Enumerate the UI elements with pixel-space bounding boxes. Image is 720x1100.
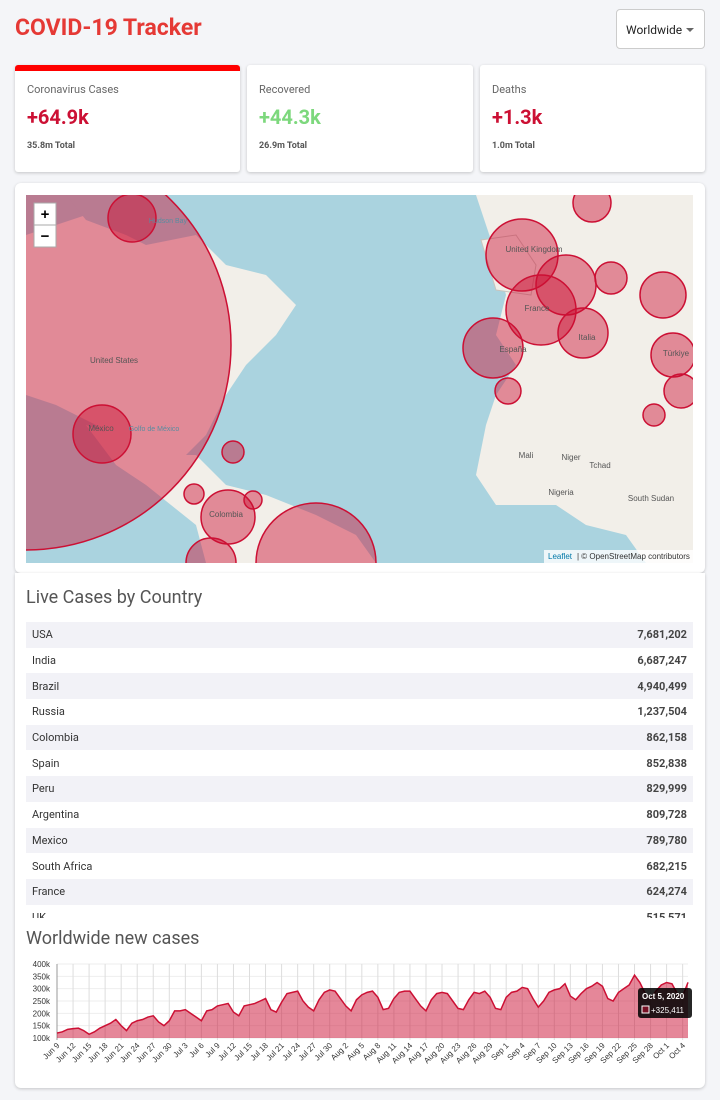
map-label: Türkiye — [663, 349, 690, 358]
case-count: 4,940,499 — [637, 679, 687, 693]
hudson-bay — [66, 195, 156, 235]
map-label: Mali — [519, 451, 534, 460]
country-name: Colombia — [32, 731, 79, 745]
map-label: Niger — [561, 453, 580, 462]
case-count: 7,681,202 — [637, 628, 687, 642]
case-count: 1,237,504 — [637, 705, 687, 719]
card-title: Deaths — [492, 83, 527, 96]
app-title: COVID-19 Tracker — [15, 14, 202, 41]
case-count: 515,571 — [646, 910, 687, 918]
map-label: Colombia — [209, 510, 243, 519]
land-north-america — [26, 215, 296, 465]
map-label: México — [88, 424, 114, 433]
table-row: France 624,274 — [26, 878, 693, 905]
land-central-america — [86, 425, 376, 563]
leaflet-link[interactable]: Leaflet — [548, 552, 573, 561]
card-total: 1.0m Total — [492, 141, 535, 151]
case-count: 852,838 — [646, 756, 687, 770]
table-row: Russia 1,237,504 — [26, 699, 693, 725]
map[interactable]: + − Leaflet | © OpenStreetMap contributo… — [26, 195, 693, 563]
card-value: +64.9k — [27, 105, 89, 129]
stat-card[interactable]: Deaths +1.3k 1.0m Total — [480, 65, 705, 172]
map-label: España — [499, 345, 527, 354]
card-title: Coronavirus Cases — [27, 83, 119, 96]
map-label: Golfo de México — [129, 426, 180, 433]
stat-card[interactable]: Coronavirus Cases +64.9k 35.8m Total — [15, 65, 240, 172]
map-label: United Kingdom — [506, 245, 563, 254]
country-name: Peru — [32, 782, 55, 796]
stat-card[interactable]: Recovered +44.3k 26.9m Total — [247, 65, 473, 172]
case-count: 6,687,247 — [637, 654, 687, 668]
map-label: Italia — [579, 333, 596, 342]
case-count: 682,215 — [646, 859, 687, 873]
table-row: Spain 852,838 — [26, 750, 693, 776]
table-row: Colombia 862,158 — [26, 724, 693, 751]
cases-table: USA 7,681,202 India 6,687,247 Brazil 4,940,49… — [26, 622, 693, 918]
card-value: +1.3k — [492, 105, 543, 129]
country-name: USA — [32, 628, 53, 642]
case-count: 624,274 — [646, 885, 687, 899]
country-name: Brazil — [32, 679, 60, 693]
map-panel: + − Leaflet | © OpenStreetMap contributo… — [15, 183, 705, 573]
chart-title: Worldwide new cases — [26, 928, 200, 949]
country-name: Spain — [32, 756, 60, 770]
map-label: Nigeria — [548, 488, 574, 497]
country-name: Argentina — [32, 808, 80, 822]
table-row: Mexico 789,780 — [26, 827, 693, 854]
card-total: 26.9m Total — [259, 141, 308, 151]
country-name: South Africa — [32, 859, 93, 873]
zoom-in[interactable]: + — [41, 206, 50, 223]
attribution-bg — [544, 550, 693, 563]
case-count: 829,999 — [646, 782, 687, 796]
zoom-out[interactable]: − — [41, 228, 50, 245]
country-name: Russia — [32, 705, 65, 719]
case-count: 809,728 — [646, 808, 687, 822]
country-name: India — [32, 654, 56, 668]
case-circles — [26, 195, 693, 563]
region-dropdown[interactable]: Worldwide — [616, 9, 705, 49]
map-label: South Sudan — [628, 494, 674, 503]
card-title: Recovered — [259, 83, 311, 96]
table-row: Brazil 4,940,499 — [26, 673, 693, 700]
country-name: Mexico — [32, 833, 68, 847]
table-title: Live Cases by Country — [26, 587, 203, 608]
case-count: 789,780 — [646, 833, 687, 847]
card-value: +44.3k — [259, 105, 321, 129]
selected-bar — [15, 65, 240, 71]
osm-attribution[interactable]: | © OpenStreetMap contributors — [577, 552, 690, 561]
zoom-control — [33, 202, 57, 248]
table-row: Peru 829,999 — [26, 776, 693, 802]
table-row: India 6,687,247 — [26, 648, 693, 674]
country-name: France — [32, 885, 66, 899]
map-label: Hudson Bay — [149, 218, 188, 225]
case-count: 862,158 — [646, 731, 687, 745]
table-row: Argentina 809,728 — [26, 802, 693, 828]
map-label: Tchad — [589, 461, 610, 470]
map-label: France — [525, 304, 550, 313]
map-label: United States — [90, 356, 138, 365]
card-total: 35.8m Total — [27, 141, 76, 151]
table-row: UK 515,571 — [26, 905, 693, 918]
table-row: USA 7,681,202 — [26, 622, 693, 648]
country-name: UK — [32, 910, 47, 918]
table-row: South Africa 682,215 — [26, 853, 693, 879]
